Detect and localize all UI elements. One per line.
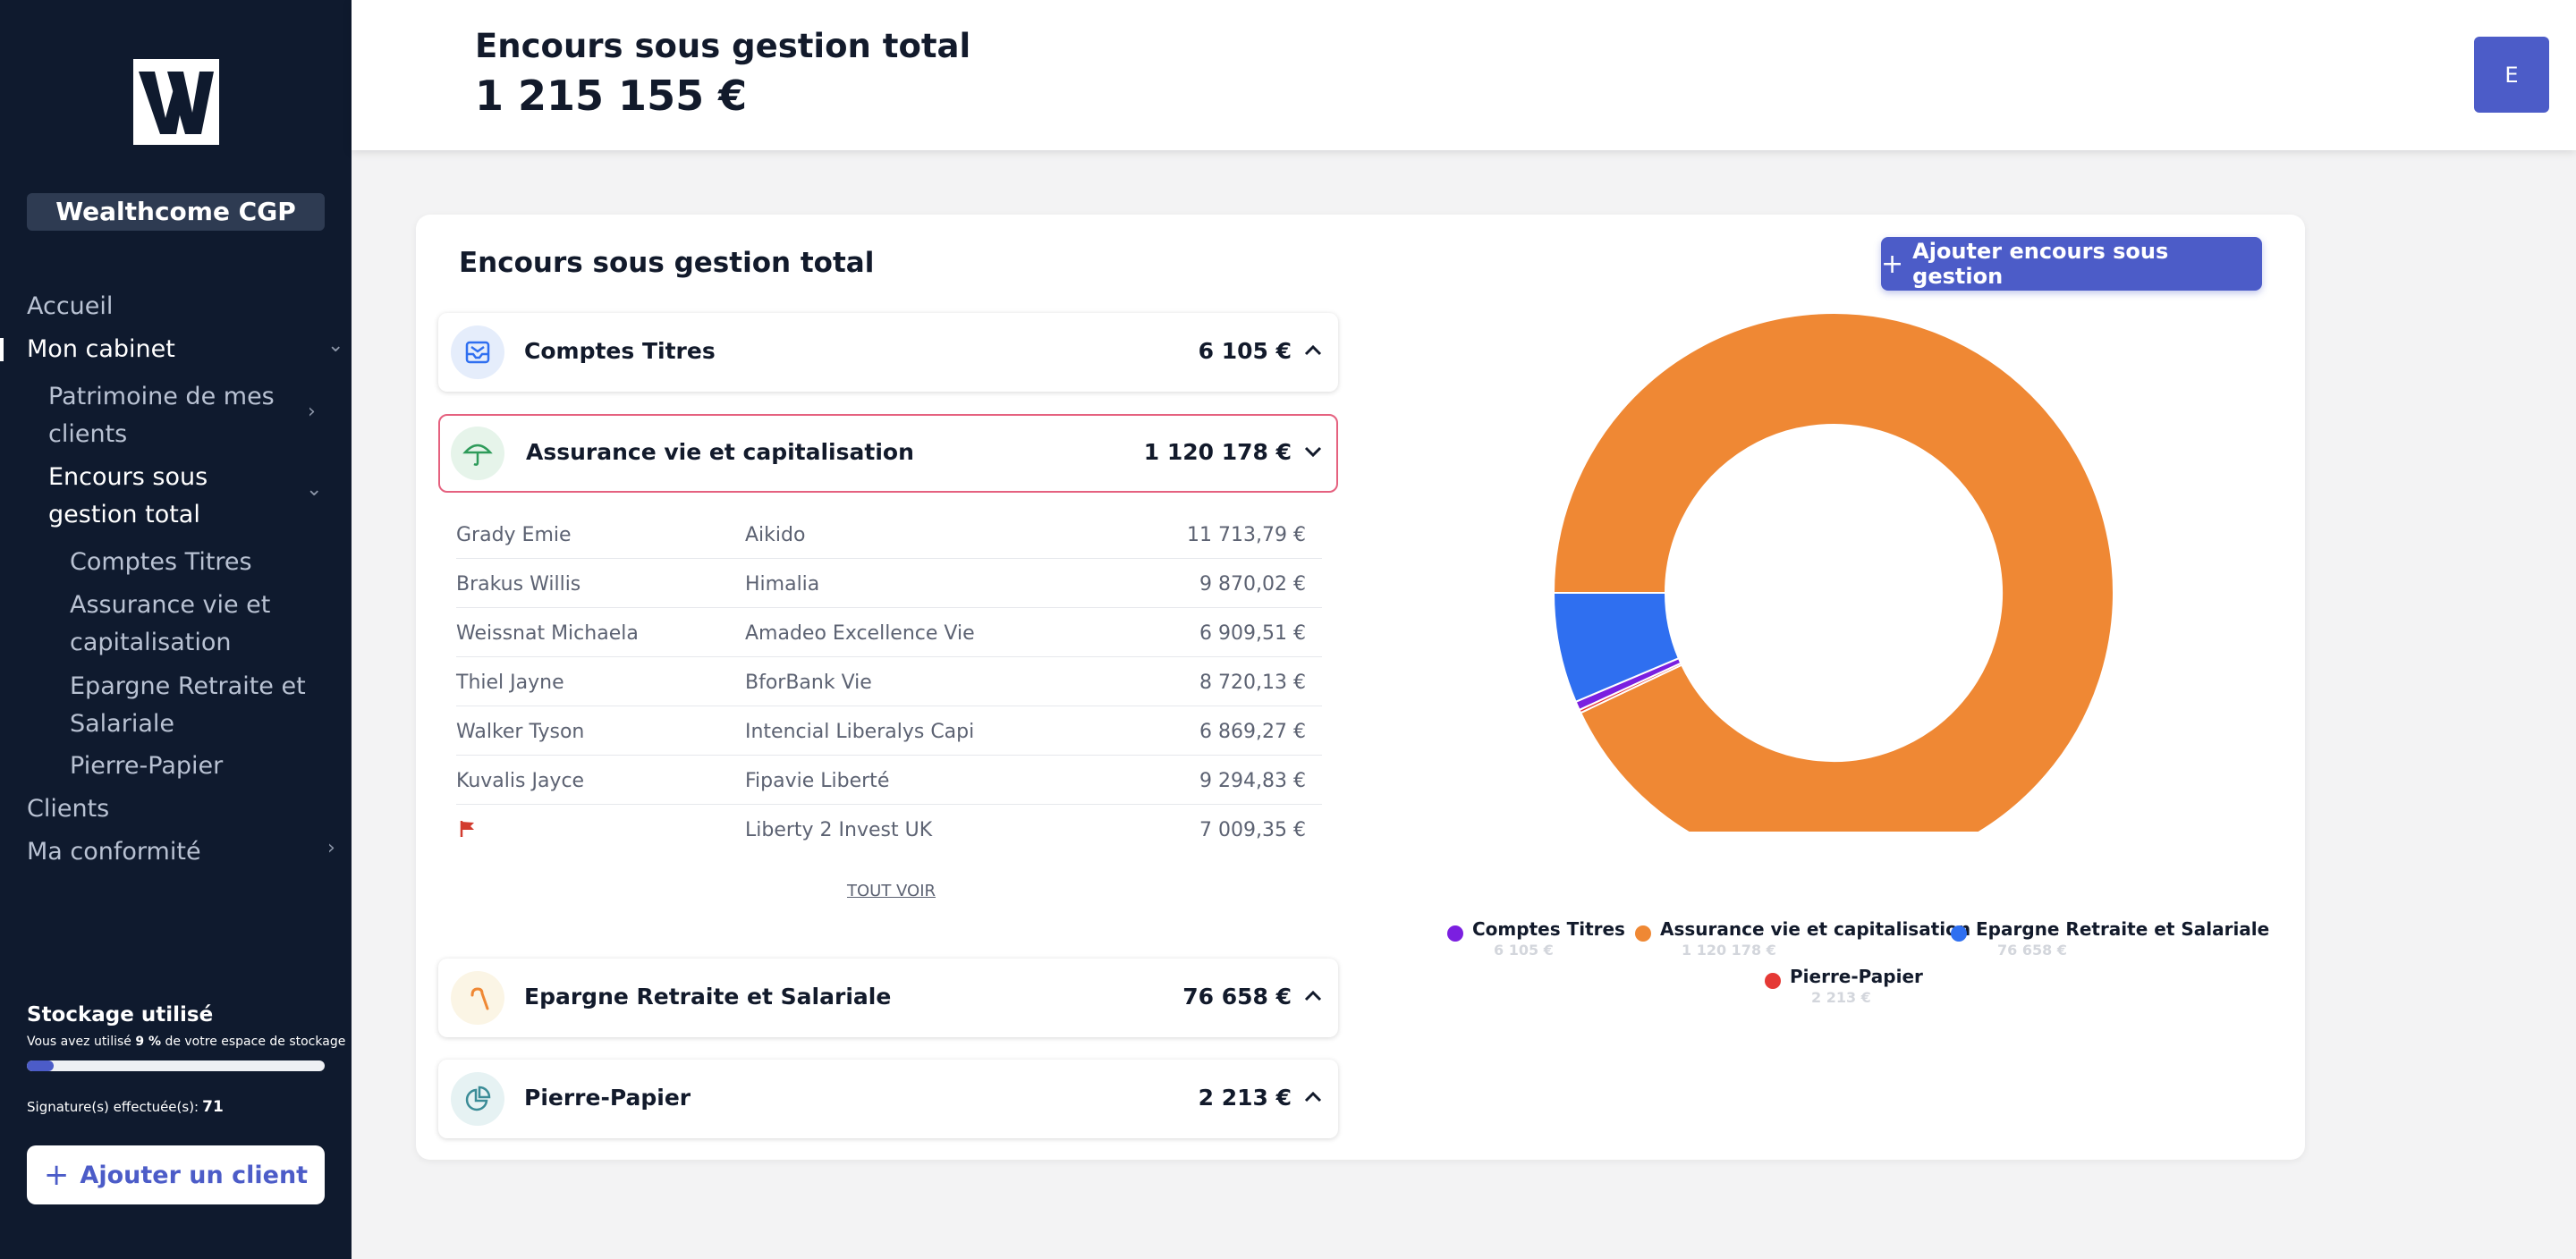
plus-icon: + <box>43 1157 70 1193</box>
chevron-up-icon <box>1304 344 1322 356</box>
slice-assurance-vie[interactable] <box>1552 313 2114 832</box>
legend-dot <box>1447 925 1463 942</box>
slice-epargne-retraite[interactable] <box>1552 592 1681 704</box>
chevron-up-icon <box>1304 990 1322 1001</box>
section-epargne-retraite[interactable]: Epargne Retraite et Salariale 76 658 € <box>438 959 1338 1037</box>
chevron-down-icon <box>1304 446 1322 458</box>
chevron-up-icon <box>1304 1091 1322 1103</box>
storage-title: Stockage utilisé <box>27 1003 214 1027</box>
table-row[interactable]: Thiel Jayne BforBank Vie 8 720,13 € <box>456 657 1322 706</box>
section-value: 2 213 € <box>1198 1085 1292 1111</box>
encours-card: Encours sous gestion total + Ajouter enc… <box>416 215 2305 1160</box>
nav-patrimoine-line2[interactable]: clients <box>48 420 128 448</box>
table-row[interactable]: Grady Emie Aikido 11 713,79 € <box>456 510 1322 559</box>
section-label: Pierre-Papier <box>524 1085 691 1111</box>
legend-dot <box>1951 925 1967 942</box>
header-bar: Encours sous gestion total 1 215 155 € E <box>352 0 2576 150</box>
section-value: 6 105 € <box>1198 338 1292 364</box>
nav-pierre-papier[interactable]: Pierre-Papier <box>70 752 224 780</box>
header-total-value: 1 215 155 € <box>475 72 748 120</box>
table-row[interactable]: Weissnat Michaela Amadeo Excellence Vie 6 … <box>456 608 1322 657</box>
umbrella-icon <box>451 427 504 480</box>
chevron-down-icon[interactable]: ⌄ <box>327 334 344 357</box>
section-label: Epargne Retraite et Salariale <box>524 984 892 1010</box>
section-pierre-papier[interactable]: Pierre-Papier 2 213 € <box>438 1060 1338 1138</box>
nav-mon-cabinet[interactable]: Mon cabinet <box>27 335 175 363</box>
chevron-down-icon[interactable]: ⌄ <box>306 478 323 501</box>
legend-dot <box>1765 973 1781 989</box>
add-encours-button[interactable]: + Ajouter encours sous gestion <box>1881 237 2262 291</box>
chevron-right-icon[interactable]: › <box>327 837 335 859</box>
nav-comptes-titres[interactable]: Comptes Titres <box>70 548 252 576</box>
contracts-table: Grady Emie Aikido 11 713,79 € Brakus Willi… <box>438 510 1338 841</box>
nav-patrimoine-line1[interactable]: Patrimoine de mes <box>48 383 275 410</box>
add-client-button[interactable]: + Ajouter un client <box>27 1145 325 1204</box>
flag-icon <box>458 819 478 844</box>
nav-assurance-line2[interactable]: capitalisation <box>70 629 232 656</box>
wealthcome-logo[interactable] <box>133 59 219 145</box>
signatures-count: Signature(s) effectuée(s): 71 <box>27 1098 224 1116</box>
table-row[interactable]: Walker Tyson Intencial Liberalys Capi 6 86… <box>456 706 1322 756</box>
table-row[interactable]: Brakus Willis Himalia 9 870,02 € <box>456 559 1322 608</box>
section-assurance-vie[interactable]: Assurance vie et capitalisation 1 120 17… <box>438 414 1338 493</box>
nav-conformite[interactable]: Ma conformité <box>27 838 201 866</box>
nav-encours-line1[interactable]: Encours sous <box>48 463 208 491</box>
user-avatar-button[interactable]: E <box>2474 37 2549 113</box>
section-label: Assurance vie et capitalisation <box>526 439 914 465</box>
storage-progress-fill <box>27 1060 54 1071</box>
card-title: Encours sous gestion total <box>459 247 875 279</box>
table-row[interactable]: Kuvalis Jayce Fipavie Liberté 9 294,83 € <box>456 756 1322 805</box>
sidebar: Wealthcome CGP Accueil Mon cabinet ⌄ Pat… <box>0 0 352 1259</box>
see-all-link[interactable]: TOUT VOIR <box>847 882 936 900</box>
logo-mark-icon <box>139 72 214 134</box>
nav-epargne-line1[interactable]: Epargne Retraite et <box>70 672 306 700</box>
pie-chart-icon <box>451 1072 504 1126</box>
nav-accueil[interactable]: Accueil <box>27 292 114 320</box>
active-indicator <box>0 338 4 361</box>
section-value: 1 120 178 € <box>1143 439 1292 465</box>
inbox-icon <box>451 325 504 379</box>
donut-chart <box>1552 313 2114 832</box>
brand-name: Wealthcome CGP <box>27 193 325 231</box>
nav-epargne-line2[interactable]: Salariale <box>70 710 174 738</box>
section-value: 76 658 € <box>1182 984 1292 1010</box>
section-comptes-titres[interactable]: Comptes Titres 6 105 € <box>438 313 1338 392</box>
nav-encours-line2[interactable]: gestion total <box>48 501 200 528</box>
storage-text: Vous avez utilisé 9 % de votre espace de… <box>27 1035 346 1049</box>
cane-icon <box>451 971 504 1025</box>
table-row[interactable]: Liberty 2 Invest UK 7 009,35 € <box>456 805 1322 854</box>
nav-clients[interactable]: Clients <box>27 795 110 823</box>
legend-dot <box>1635 925 1651 942</box>
header-title: Encours sous gestion total <box>475 27 971 65</box>
nav-assurance-line1[interactable]: Assurance vie et <box>70 591 271 619</box>
chevron-right-icon[interactable]: › <box>308 401 316 423</box>
plus-icon: + <box>1881 248 1904 280</box>
storage-progress-bar <box>27 1060 325 1071</box>
section-label: Comptes Titres <box>524 338 716 364</box>
